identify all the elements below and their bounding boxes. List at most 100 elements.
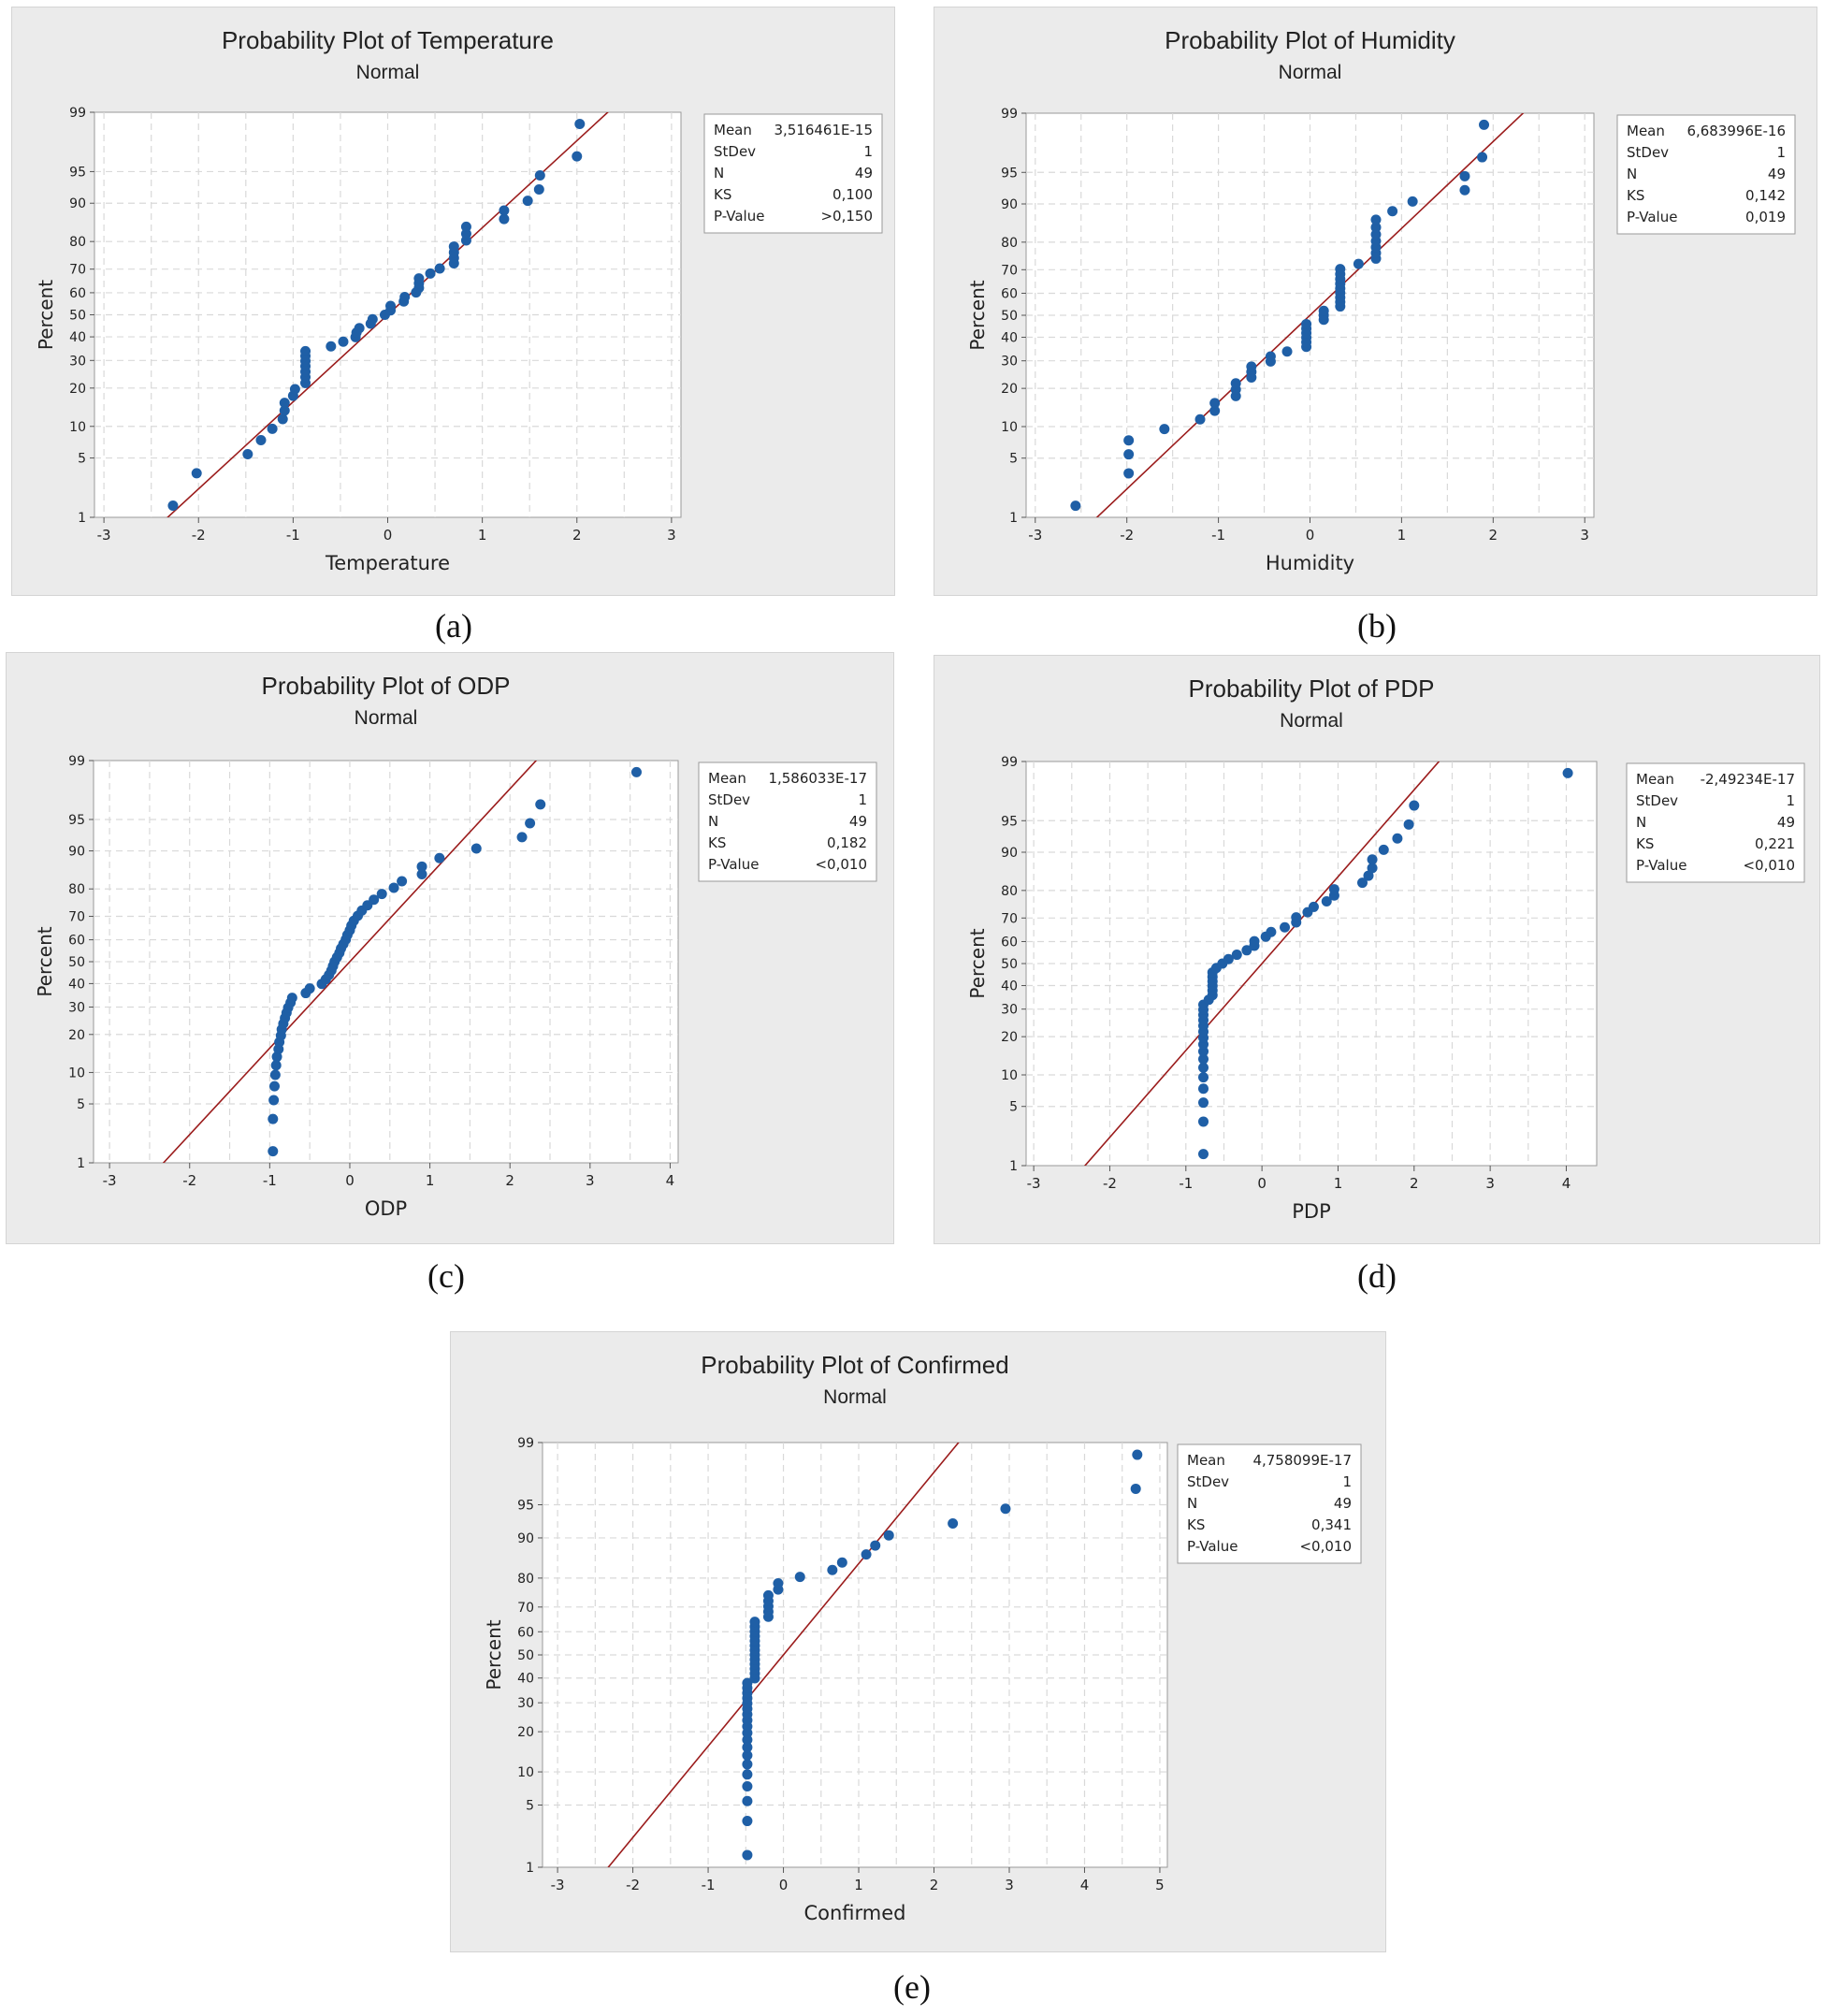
probability-plot-humidity: Probability Plot of HumidityNormal151020… <box>966 26 1796 574</box>
data-point <box>268 1095 280 1106</box>
data-point <box>1387 206 1398 217</box>
y-tick-label: 5 <box>78 452 86 467</box>
y-tick-label: 90 <box>1001 197 1018 212</box>
data-point <box>836 1557 847 1568</box>
probability-plot-confirmed: Probability Plot of ConfirmedNormal15102… <box>483 1351 1362 1924</box>
y-tick-label: 1 <box>78 511 86 526</box>
y-tick-label: 10 <box>1001 420 1018 435</box>
data-point <box>416 861 427 872</box>
y-tick-label: 95 <box>1001 166 1018 181</box>
data-point <box>742 1769 753 1780</box>
stats-value: <0,010 <box>815 856 867 873</box>
data-point <box>1198 1072 1209 1083</box>
chart-panel-pdp: Probability Plot of PDP Normal 1 5 10 20 30 40 5… <box>934 655 1820 1244</box>
y-tick-label: 20 <box>68 1028 85 1043</box>
data-point <box>1308 901 1319 912</box>
data-point <box>279 405 290 416</box>
data-point <box>1159 424 1170 435</box>
y-axis-label: Percent <box>966 928 989 998</box>
data-point <box>470 843 482 854</box>
x-axis-label: PDP <box>1292 1200 1331 1223</box>
x-tick-label: 2 <box>505 1172 514 1189</box>
data-point <box>1231 950 1242 961</box>
stats-value: <0,010 <box>1299 1538 1352 1555</box>
x-tick-label: -1 <box>702 1877 716 1893</box>
data-point <box>1198 1097 1209 1109</box>
y-tick-label: 1 <box>1009 511 1018 526</box>
y-tick-label: 20 <box>1001 382 1018 397</box>
x-tick-label: 4 <box>1080 1877 1090 1893</box>
caption-d: (d) <box>1357 1257 1397 1295</box>
probability-plot-odp: Probability Plot of ODPNormal15102030405… <box>34 672 877 1220</box>
data-point <box>1459 184 1470 196</box>
stats-value: 6,683996E-16 <box>1686 123 1786 139</box>
x-tick-label: 1 <box>426 1172 435 1189</box>
stats-label: KS <box>714 186 731 203</box>
data-point <box>742 1816 753 1827</box>
data-point <box>1198 1053 1209 1065</box>
data-point <box>1130 1483 1141 1494</box>
stats-label: StDev <box>1627 144 1669 161</box>
data-point <box>255 435 267 446</box>
x-tick-label: 1 <box>1397 527 1407 544</box>
y-tick-label: 40 <box>68 977 85 992</box>
stats-label: KS <box>708 834 726 851</box>
y-tick-label: 80 <box>68 882 85 897</box>
y-tick-label: 40 <box>1001 331 1018 346</box>
x-tick-label: 3 <box>667 527 676 544</box>
stats-value: 0,341 <box>1311 1516 1352 1533</box>
data-point <box>1328 884 1339 895</box>
data-point <box>742 1781 753 1792</box>
data-point <box>376 889 387 900</box>
data-point <box>630 766 642 777</box>
data-point <box>448 241 459 253</box>
chart-subtitle: Normal <box>1279 62 1342 83</box>
data-point <box>413 273 425 284</box>
data-point <box>268 1081 280 1092</box>
stats-label: StDev <box>714 143 756 160</box>
y-tick-label: 40 <box>517 1672 534 1687</box>
x-tick-label: 2 <box>930 1877 939 1893</box>
data-point <box>1367 854 1378 865</box>
data-point <box>1209 398 1221 409</box>
data-point <box>1249 935 1260 947</box>
stats-value: 0,019 <box>1745 209 1786 225</box>
y-tick-label: 50 <box>1001 957 1018 972</box>
chart-title: Probability Plot of Humidity <box>1165 26 1455 54</box>
stats-value: -2,49234E-17 <box>1701 771 1795 788</box>
stats-label: Mean <box>714 122 752 138</box>
data-point <box>1403 819 1414 830</box>
x-tick-label: 2 <box>572 527 582 544</box>
chart-subtitle: Normal <box>823 1386 887 1408</box>
y-tick-label: 70 <box>69 263 86 278</box>
y-tick-label: 40 <box>69 330 86 345</box>
y-tick-label: 70 <box>517 1601 534 1616</box>
data-point <box>1280 921 1291 933</box>
stats-value: 0,100 <box>832 186 873 203</box>
data-point <box>385 300 397 312</box>
x-tick-label: 4 <box>666 1172 675 1189</box>
x-tick-label: -2 <box>1120 527 1134 544</box>
data-point <box>270 1060 282 1071</box>
y-tick-label: 60 <box>1001 935 1018 950</box>
y-tick-label: 95 <box>68 813 85 828</box>
data-point <box>499 205 510 216</box>
x-tick-label: -1 <box>1179 1175 1193 1192</box>
stats-value: 49 <box>1777 814 1795 831</box>
data-point <box>1281 346 1293 357</box>
data-point <box>1459 170 1470 181</box>
x-tick-label: -3 <box>97 527 111 544</box>
stats-label: KS <box>1636 835 1654 852</box>
data-point <box>191 468 202 479</box>
x-axis-label: Confirmed <box>803 1902 905 1924</box>
x-tick-label: -2 <box>1103 1175 1117 1192</box>
data-point <box>399 291 411 302</box>
data-point <box>1370 229 1382 240</box>
data-point <box>742 1749 753 1761</box>
y-tick-label: 40 <box>1001 979 1018 994</box>
data-point <box>1392 833 1403 844</box>
stats-value: 0,182 <box>827 834 867 851</box>
data-point <box>1223 953 1234 964</box>
fit-line <box>1095 113 1525 517</box>
y-tick-label: 10 <box>69 420 86 435</box>
